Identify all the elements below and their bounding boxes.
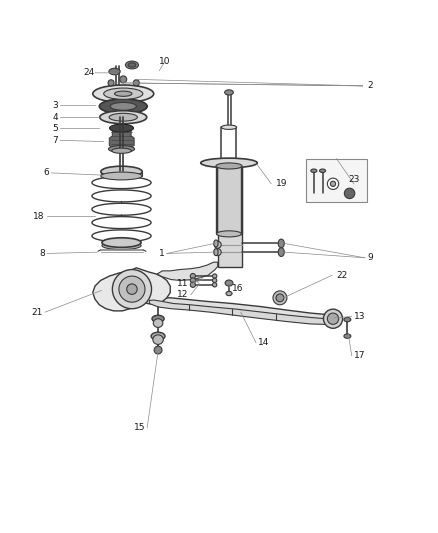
- Ellipse shape: [128, 63, 136, 67]
- Text: 3: 3: [52, 101, 58, 110]
- Ellipse shape: [201, 158, 257, 168]
- Text: 12: 12: [177, 290, 188, 300]
- Text: 7: 7: [52, 136, 58, 145]
- Circle shape: [344, 188, 355, 199]
- Text: 9: 9: [367, 253, 373, 262]
- Ellipse shape: [110, 102, 136, 110]
- Ellipse shape: [320, 169, 325, 173]
- Ellipse shape: [102, 238, 141, 247]
- Bar: [306, 158, 367, 202]
- Circle shape: [323, 309, 343, 328]
- Ellipse shape: [311, 169, 317, 173]
- Bar: [218, 234, 242, 266]
- Ellipse shape: [109, 114, 138, 121]
- Text: 21: 21: [32, 308, 43, 317]
- Ellipse shape: [344, 318, 351, 322]
- Circle shape: [119, 276, 145, 302]
- Circle shape: [120, 76, 127, 83]
- Polygon shape: [93, 268, 170, 311]
- Circle shape: [127, 284, 137, 294]
- Ellipse shape: [278, 239, 284, 248]
- Text: 14: 14: [258, 338, 269, 347]
- Circle shape: [330, 181, 336, 187]
- Polygon shape: [149, 296, 333, 322]
- Ellipse shape: [99, 99, 147, 114]
- Text: 10: 10: [159, 58, 170, 67]
- Text: 11: 11: [177, 279, 188, 288]
- Ellipse shape: [225, 90, 233, 95]
- Ellipse shape: [152, 315, 164, 322]
- Ellipse shape: [214, 249, 218, 256]
- Ellipse shape: [212, 282, 217, 287]
- Polygon shape: [110, 128, 134, 148]
- Bar: [217, 166, 242, 234]
- Ellipse shape: [112, 148, 131, 154]
- Ellipse shape: [153, 319, 163, 327]
- Ellipse shape: [216, 163, 242, 169]
- Ellipse shape: [110, 124, 134, 132]
- Ellipse shape: [225, 280, 233, 286]
- Text: 5: 5: [52, 124, 58, 133]
- Polygon shape: [149, 300, 332, 325]
- Polygon shape: [157, 262, 218, 280]
- Ellipse shape: [212, 278, 217, 282]
- Text: 6: 6: [43, 168, 49, 177]
- Ellipse shape: [109, 146, 134, 152]
- Ellipse shape: [93, 85, 154, 102]
- Ellipse shape: [151, 332, 165, 340]
- Text: 24: 24: [84, 68, 95, 77]
- Circle shape: [327, 313, 339, 325]
- Text: 13: 13: [354, 312, 365, 321]
- Text: 15: 15: [134, 423, 145, 432]
- Circle shape: [133, 80, 139, 86]
- Ellipse shape: [102, 241, 141, 249]
- Ellipse shape: [154, 346, 162, 354]
- Ellipse shape: [100, 111, 147, 124]
- Text: 18: 18: [33, 212, 45, 221]
- Ellipse shape: [115, 91, 132, 96]
- Text: 19: 19: [276, 179, 287, 188]
- Circle shape: [273, 291, 287, 305]
- Ellipse shape: [217, 231, 241, 237]
- Text: 17: 17: [354, 351, 365, 360]
- Circle shape: [214, 241, 221, 248]
- Text: 2: 2: [367, 82, 373, 91]
- Text: 22: 22: [336, 271, 348, 280]
- Text: 16: 16: [232, 284, 244, 293]
- Ellipse shape: [101, 172, 142, 180]
- Circle shape: [108, 80, 114, 86]
- Ellipse shape: [221, 125, 237, 130]
- Circle shape: [113, 270, 152, 309]
- Circle shape: [327, 178, 339, 189]
- Ellipse shape: [101, 166, 142, 177]
- Text: 8: 8: [39, 249, 45, 258]
- Ellipse shape: [153, 335, 163, 344]
- Ellipse shape: [212, 274, 217, 278]
- Ellipse shape: [190, 278, 195, 283]
- Ellipse shape: [190, 282, 195, 287]
- Ellipse shape: [344, 334, 351, 338]
- Ellipse shape: [125, 61, 138, 69]
- Ellipse shape: [278, 248, 284, 256]
- Text: 23: 23: [348, 175, 360, 184]
- Ellipse shape: [214, 240, 218, 247]
- Ellipse shape: [226, 292, 232, 296]
- Ellipse shape: [109, 68, 120, 75]
- Text: 1: 1: [159, 249, 165, 258]
- Ellipse shape: [104, 88, 143, 99]
- Ellipse shape: [190, 273, 195, 279]
- Text: 4: 4: [53, 112, 58, 122]
- Circle shape: [276, 294, 284, 302]
- Circle shape: [214, 249, 221, 256]
